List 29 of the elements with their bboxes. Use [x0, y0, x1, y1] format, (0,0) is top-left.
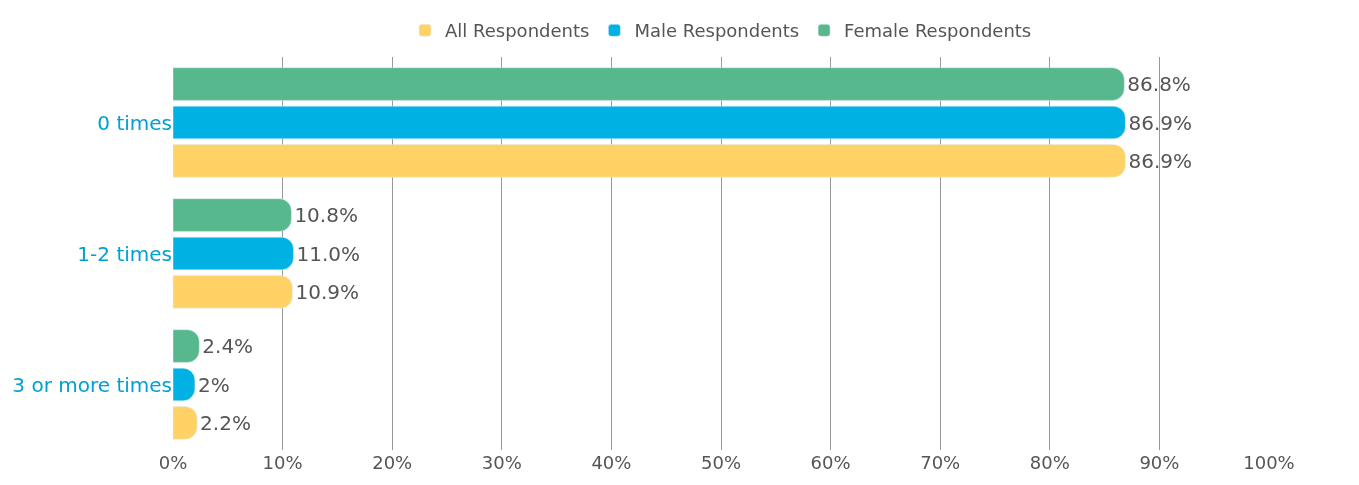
data-label: 10.8%: [294, 203, 358, 228]
legend-label: All Respondents: [445, 20, 590, 42]
data-label: 10.9%: [295, 279, 360, 304]
x-tick-label: 70%: [920, 452, 961, 473]
data-label: 2.2%: [200, 410, 251, 435]
bar: [173, 67, 1125, 101]
x-tick-label: 10%: [262, 452, 303, 473]
data-label: 2%: [197, 372, 230, 397]
x-tick-label: 0%: [158, 452, 188, 473]
x-tick-label: 60%: [810, 452, 851, 473]
legend-label: Female Respondents: [844, 20, 1032, 42]
x-tick-label: 40%: [591, 452, 632, 473]
legend-label: Male Respondents: [634, 20, 800, 42]
bar: [173, 144, 1126, 178]
x-tick-label: 20%: [372, 452, 413, 473]
x-tick-label: 90%: [1139, 452, 1180, 473]
x-tick-label: 50%: [700, 452, 742, 473]
y-tick-label: 3 or more times: [12, 372, 172, 397]
y-tick-label: 1-2 times: [77, 241, 172, 266]
y-tick-label: 0 times: [97, 110, 172, 135]
bar: [173, 198, 292, 232]
data-label: 2.4%: [202, 334, 254, 359]
bar: [173, 236, 294, 271]
bar: [173, 275, 293, 309]
bar: [173, 105, 1126, 140]
x-tick-label: 30%: [481, 452, 522, 473]
data-label: 11.0%: [296, 241, 361, 266]
x-tick-label: 80%: [1029, 452, 1070, 473]
x-tick-label: 100%: [1243, 452, 1295, 473]
